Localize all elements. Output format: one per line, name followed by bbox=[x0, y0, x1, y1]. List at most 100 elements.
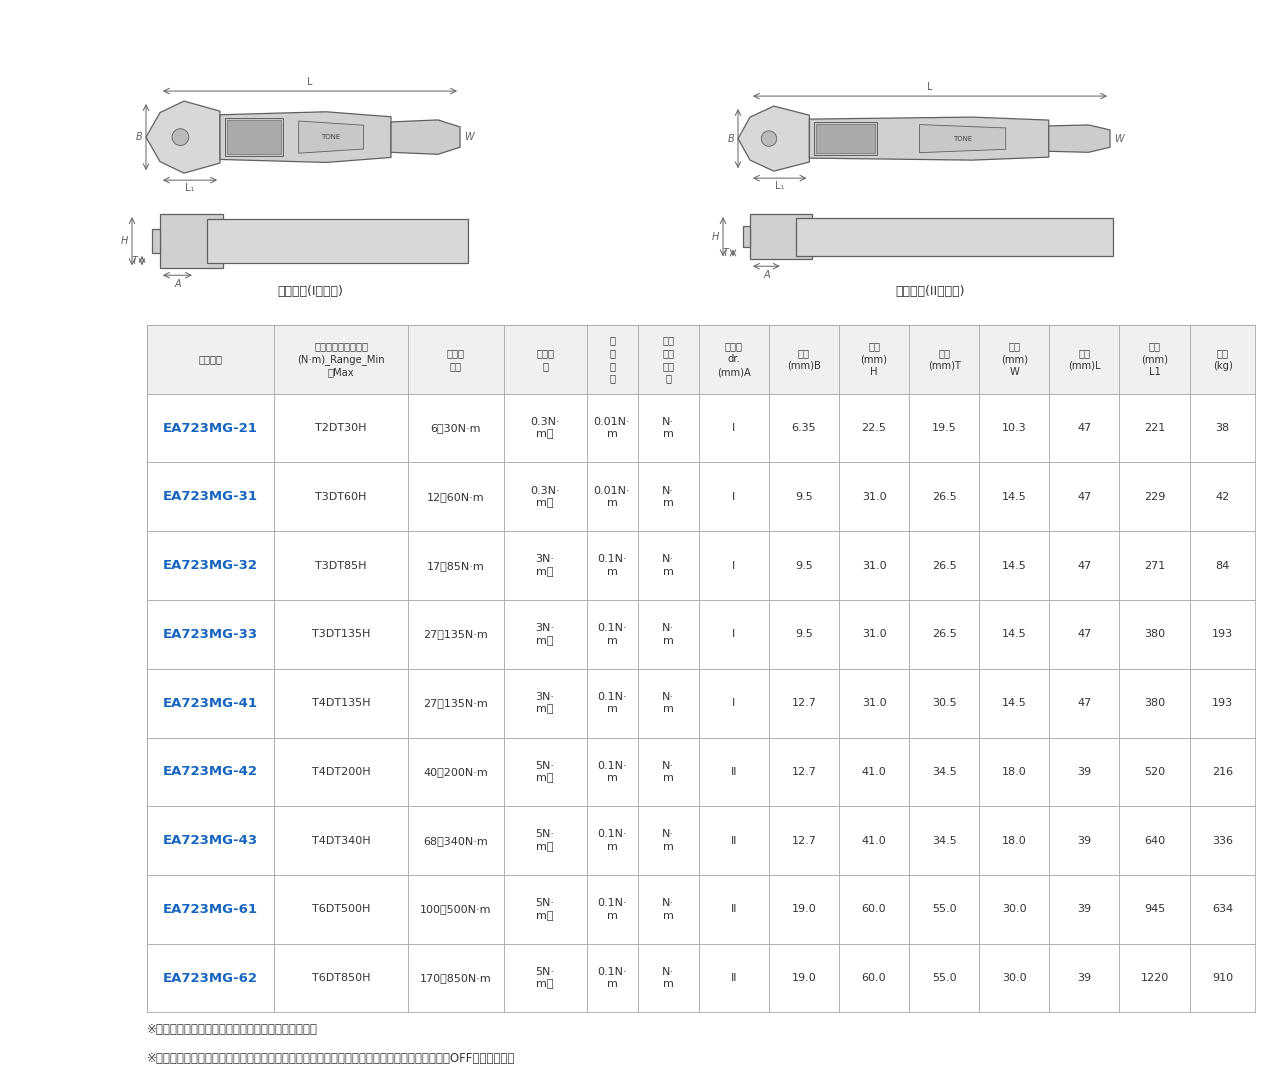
Polygon shape bbox=[1049, 125, 1111, 153]
Bar bbox=[1190, 532, 1256, 600]
Bar bbox=[147, 806, 274, 875]
Text: A: A bbox=[764, 271, 770, 280]
Bar bbox=[769, 943, 839, 1013]
Text: TONE: TONE bbox=[952, 135, 973, 142]
Text: EA723MG-41: EA723MG-41 bbox=[163, 696, 258, 709]
Text: L₁: L₁ bbox=[185, 183, 195, 193]
Circle shape bbox=[761, 131, 776, 146]
Text: EA723MG-42: EA723MG-42 bbox=[163, 766, 258, 779]
Text: 14.5: 14.5 bbox=[1002, 561, 1026, 571]
Bar bbox=[408, 806, 504, 875]
Bar bbox=[586, 600, 638, 669]
Text: Ⅱ: Ⅱ bbox=[731, 767, 737, 777]
Bar bbox=[1049, 325, 1119, 394]
Bar bbox=[979, 325, 1049, 394]
Bar bbox=[769, 875, 839, 944]
Text: B: B bbox=[727, 133, 734, 144]
Bar bbox=[979, 394, 1049, 462]
Bar bbox=[274, 738, 408, 806]
Text: N·
m: N· m bbox=[662, 830, 674, 852]
Text: L: L bbox=[927, 82, 933, 92]
Text: W: W bbox=[464, 132, 473, 142]
Bar bbox=[699, 394, 769, 462]
Bar bbox=[909, 600, 979, 669]
Polygon shape bbox=[919, 125, 1006, 153]
Text: 差込角
dr.
(mm)A: 差込角 dr. (mm)A bbox=[717, 341, 751, 377]
Text: T: T bbox=[133, 256, 138, 265]
Text: 寸法
(mm)L: 寸法 (mm)L bbox=[1068, 348, 1100, 370]
Bar bbox=[979, 600, 1049, 669]
Bar bbox=[839, 325, 909, 394]
Bar bbox=[1119, 875, 1190, 944]
Bar bbox=[638, 875, 699, 944]
Bar bbox=[504, 875, 586, 944]
Bar bbox=[1190, 325, 1256, 394]
Text: 0.01N·
m: 0.01N· m bbox=[594, 485, 630, 508]
Text: 9.5: 9.5 bbox=[796, 561, 812, 571]
Text: 47: 47 bbox=[1077, 629, 1091, 639]
Bar bbox=[274, 806, 408, 875]
Bar bbox=[274, 394, 408, 462]
Text: ハンドル(Iタイプ): ハンドル(Iタイプ) bbox=[277, 285, 343, 298]
Text: 55.0: 55.0 bbox=[932, 904, 956, 914]
Text: 216: 216 bbox=[1213, 767, 1233, 777]
Bar bbox=[586, 325, 638, 394]
Text: 表
示
単
位: 表 示 単 位 bbox=[609, 335, 615, 383]
Bar bbox=[909, 875, 979, 944]
Text: 60.0: 60.0 bbox=[862, 974, 886, 983]
Text: 0.01N·
m: 0.01N· m bbox=[594, 417, 630, 440]
Bar bbox=[699, 875, 769, 944]
Bar bbox=[1119, 532, 1190, 600]
Bar bbox=[1119, 738, 1190, 806]
Bar bbox=[909, 532, 979, 600]
Bar bbox=[274, 943, 408, 1013]
Bar bbox=[839, 600, 909, 669]
Bar bbox=[1119, 462, 1190, 532]
Text: 0.1N·
m: 0.1N· m bbox=[597, 623, 627, 645]
Text: T4DT200H: T4DT200H bbox=[312, 767, 370, 777]
Text: 0.1N·
m: 0.1N· m bbox=[597, 830, 627, 852]
Text: H: H bbox=[711, 232, 719, 242]
Bar bbox=[504, 462, 586, 532]
Bar bbox=[769, 600, 839, 669]
Text: T6DT500H: T6DT500H bbox=[312, 904, 370, 914]
Bar bbox=[1049, 875, 1119, 944]
Bar bbox=[699, 738, 769, 806]
Text: 能力範囲最小～最大
(N·m)_Range_Min
～Max: 能力範囲最小～最大 (N·m)_Range_Min ～Max bbox=[297, 341, 385, 378]
Bar bbox=[1190, 943, 1256, 1013]
Bar bbox=[979, 875, 1049, 944]
Bar bbox=[909, 325, 979, 394]
Text: 34.5: 34.5 bbox=[932, 767, 956, 777]
Text: 10.3: 10.3 bbox=[1002, 423, 1026, 433]
Bar bbox=[979, 806, 1049, 875]
Text: 31.0: 31.0 bbox=[862, 629, 886, 639]
Text: TONE: TONE bbox=[321, 134, 340, 140]
Text: 170～850N·m: 170～850N·m bbox=[419, 974, 492, 983]
Text: 47: 47 bbox=[1077, 699, 1091, 708]
Bar bbox=[274, 325, 408, 394]
Text: 38: 38 bbox=[1215, 423, 1230, 433]
Text: 寸法
(mm)
H: 寸法 (mm) H bbox=[861, 341, 887, 377]
Text: N·
m: N· m bbox=[662, 898, 674, 921]
Circle shape bbox=[172, 129, 189, 145]
Text: 表示桁
数: 表示桁 数 bbox=[536, 348, 555, 370]
Bar bbox=[750, 214, 812, 259]
Text: T4DT135H: T4DT135H bbox=[312, 699, 370, 708]
Bar bbox=[1119, 325, 1190, 394]
Text: EA723MG-33: EA723MG-33 bbox=[163, 628, 258, 641]
Text: ※表内の質量には電池の質量は含まれておりません。: ※表内の質量には電池の質量は含まれておりません。 bbox=[147, 1023, 317, 1036]
Bar bbox=[1190, 738, 1256, 806]
Bar bbox=[979, 943, 1049, 1013]
Bar bbox=[504, 738, 586, 806]
Bar bbox=[147, 600, 274, 669]
Text: 12.7: 12.7 bbox=[792, 699, 816, 708]
Bar bbox=[586, 532, 638, 600]
Text: ハンドル(IIタイプ): ハンドル(IIタイプ) bbox=[895, 285, 965, 298]
Bar bbox=[408, 462, 504, 532]
Text: T3DT85H: T3DT85H bbox=[315, 561, 367, 571]
Text: 229: 229 bbox=[1144, 492, 1165, 501]
Bar bbox=[769, 669, 839, 738]
Text: 42: 42 bbox=[1215, 492, 1230, 501]
Bar bbox=[769, 532, 839, 600]
Text: L₁: L₁ bbox=[775, 181, 784, 191]
